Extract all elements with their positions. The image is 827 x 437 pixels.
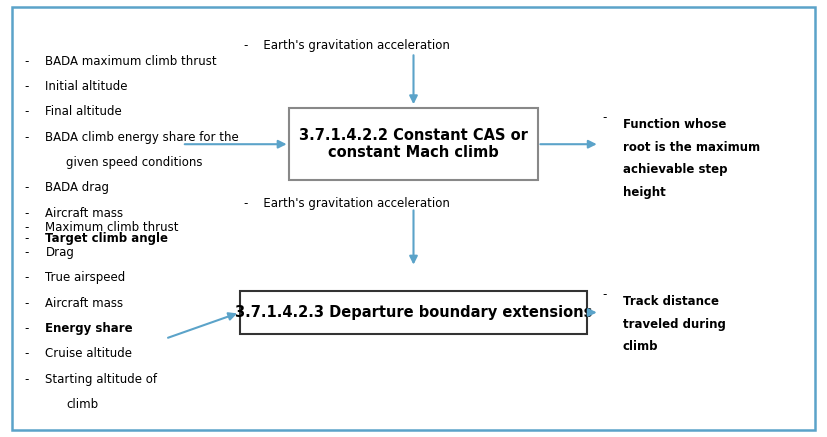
Text: Function whose: Function whose: [623, 118, 726, 131]
FancyBboxPatch shape: [289, 108, 538, 180]
Text: -: -: [25, 297, 29, 310]
Text: -: -: [25, 246, 29, 259]
Text: BADA climb energy share for the: BADA climb energy share for the: [45, 131, 239, 144]
Text: -: -: [602, 111, 606, 124]
Text: Aircraft mass: Aircraft mass: [45, 297, 123, 310]
Text: climb: climb: [66, 398, 98, 411]
Text: BADA drag: BADA drag: [45, 181, 109, 194]
Text: -: -: [25, 221, 29, 234]
Text: -: -: [25, 271, 29, 284]
Text: -: -: [25, 207, 29, 220]
FancyBboxPatch shape: [12, 7, 815, 430]
Text: root is the maximum: root is the maximum: [623, 141, 760, 154]
Text: -: -: [25, 347, 29, 361]
FancyBboxPatch shape: [240, 291, 587, 334]
Text: given speed conditions: given speed conditions: [66, 156, 203, 169]
Text: climb: climb: [623, 340, 658, 354]
Text: height: height: [623, 186, 666, 199]
Text: Target climb angle: Target climb angle: [45, 232, 169, 245]
Text: 3.7.1.4.2.2 Constant CAS or
constant Mach climb: 3.7.1.4.2.2 Constant CAS or constant Mac…: [299, 128, 528, 160]
Text: -    Earth's gravitation acceleration: - Earth's gravitation acceleration: [244, 39, 450, 52]
Text: -: -: [602, 288, 606, 301]
Text: -: -: [25, 105, 29, 118]
Text: Drag: Drag: [45, 246, 74, 259]
Text: -: -: [25, 322, 29, 335]
Text: -: -: [25, 55, 29, 68]
Text: Initial altitude: Initial altitude: [45, 80, 128, 93]
Text: True airspeed: True airspeed: [45, 271, 126, 284]
Text: Aircraft mass: Aircraft mass: [45, 207, 123, 220]
Text: traveled during: traveled during: [623, 318, 725, 331]
Text: BADA maximum climb thrust: BADA maximum climb thrust: [45, 55, 218, 68]
Text: Starting altitude of: Starting altitude of: [45, 373, 157, 386]
Text: -: -: [25, 80, 29, 93]
Text: -: -: [25, 181, 29, 194]
Text: Maximum climb thrust: Maximum climb thrust: [45, 221, 179, 234]
Text: -: -: [25, 373, 29, 386]
Text: -    Earth's gravitation acceleration: - Earth's gravitation acceleration: [244, 197, 450, 210]
Text: Cruise altitude: Cruise altitude: [45, 347, 132, 361]
Text: Track distance: Track distance: [623, 295, 719, 308]
Text: Energy share: Energy share: [45, 322, 133, 335]
Text: Final altitude: Final altitude: [45, 105, 122, 118]
Text: 3.7.1.4.2.3 Departure boundary extensions: 3.7.1.4.2.3 Departure boundary extension…: [235, 305, 592, 320]
Text: -: -: [25, 232, 29, 245]
Text: achievable step: achievable step: [623, 163, 727, 177]
Text: -: -: [25, 131, 29, 144]
